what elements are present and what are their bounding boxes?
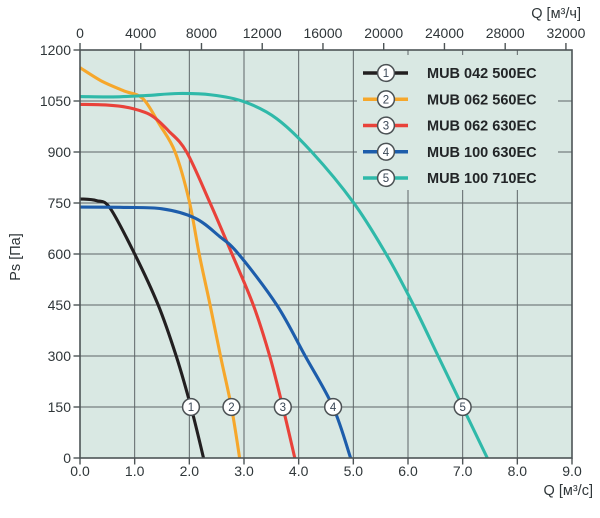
curve-marker-4: 4 bbox=[323, 397, 343, 417]
bottom-tick-label: 6.0 bbox=[398, 463, 418, 479]
legend-label: MUB 062 560EC bbox=[427, 92, 537, 108]
legend-item-5: 5 MUB 100 710EC bbox=[363, 168, 537, 188]
bottom-tick-label: 8.0 bbox=[508, 463, 528, 479]
curve-marker-number: 5 bbox=[459, 402, 465, 414]
legend: 1 MUB 042 500EC 2 MUB 062 560EC 3 MUB 062 630… bbox=[363, 63, 537, 188]
bottom-tick-label: 9.0 bbox=[562, 463, 582, 479]
top-tick-label: 28000 bbox=[486, 25, 525, 41]
legend-number: 4 bbox=[383, 147, 390, 159]
curve-5 bbox=[79, 91, 489, 458]
legend-number: 3 bbox=[383, 121, 389, 133]
top-tick-label: 12000 bbox=[243, 25, 282, 41]
curve-marker-5: 5 bbox=[453, 397, 472, 417]
legend-item-1: 1 MUB 042 500EC bbox=[363, 63, 537, 83]
bottom-tick-label: 1.0 bbox=[125, 463, 145, 479]
legend-label: MUB 100 710EC bbox=[427, 171, 537, 187]
legend-number-circle bbox=[376, 63, 396, 83]
top-tick-label: 24000 bbox=[425, 25, 464, 41]
left-axis-label: Ps [Па] bbox=[8, 233, 24, 281]
top-tick-label: 16000 bbox=[303, 25, 342, 41]
legend-number-circle bbox=[376, 90, 396, 109]
top-tick-label: 0 bbox=[76, 25, 84, 41]
curve-marker-number: 1 bbox=[188, 402, 194, 414]
bottom-tick-label: 5.0 bbox=[344, 463, 364, 479]
bottom-tick-label: 3.0 bbox=[234, 463, 254, 479]
bottom-axis-label: Q [м³/с] bbox=[544, 483, 593, 499]
top-axis-label: Q [м³/ч] bbox=[531, 6, 581, 22]
legend-number: 5 bbox=[383, 173, 389, 185]
legend-item-2: 2 MUB 062 560EC bbox=[363, 90, 537, 109]
left-tick-label: 600 bbox=[48, 246, 72, 262]
left-tick-label: 1050 bbox=[40, 93, 71, 109]
axis-ticks bbox=[73, 43, 573, 465]
curve-4 bbox=[79, 205, 353, 458]
legend-number-circle bbox=[376, 168, 396, 188]
top-tick-label: 20000 bbox=[364, 25, 403, 41]
left-tick-label: 900 bbox=[48, 144, 72, 160]
legend-item-4: 4 MUB 100 630EC bbox=[363, 142, 537, 161]
left-tick-label: 300 bbox=[48, 348, 72, 364]
legend-item-3: 3 MUB 062 630EC bbox=[363, 116, 537, 135]
left-tick-label: 1200 bbox=[40, 42, 71, 58]
legend-number-circle bbox=[376, 142, 396, 161]
bottom-tick-label: 2.0 bbox=[180, 463, 200, 479]
left-tick-label: 450 bbox=[48, 297, 72, 313]
top-tick-label: 4000 bbox=[125, 25, 156, 41]
curve-marker-number: 3 bbox=[280, 402, 286, 414]
legend-label: MUB 100 630EC bbox=[427, 145, 537, 161]
bottom-tick-label: 7.0 bbox=[453, 463, 473, 479]
left-tick-label: 150 bbox=[48, 399, 72, 415]
left-tick-label: 750 bbox=[48, 195, 72, 211]
curve-marker-2: 2 bbox=[222, 397, 241, 417]
top-tick-label: 32000 bbox=[546, 25, 585, 41]
curve-marker-1: 1 bbox=[181, 397, 201, 417]
curve-3 bbox=[79, 102, 297, 458]
legend-number: 2 bbox=[383, 94, 389, 106]
curve-marker-number: 2 bbox=[228, 402, 234, 414]
curve-marker-number: 4 bbox=[330, 402, 337, 414]
curve-marker-3: 3 bbox=[273, 397, 292, 417]
left-tick-label: 0 bbox=[63, 450, 71, 466]
bottom-tick-label: 0.0 bbox=[70, 463, 90, 479]
legend-number-circle bbox=[376, 116, 396, 135]
bottom-tick-label: 4.0 bbox=[289, 463, 309, 479]
top-tick-label: 8000 bbox=[186, 25, 217, 41]
legend-label: MUB 042 500EC bbox=[427, 66, 537, 82]
curve-2 bbox=[79, 66, 242, 458]
legend-label: MUB 062 630EC bbox=[427, 119, 537, 135]
legend-number: 1 bbox=[383, 68, 389, 80]
